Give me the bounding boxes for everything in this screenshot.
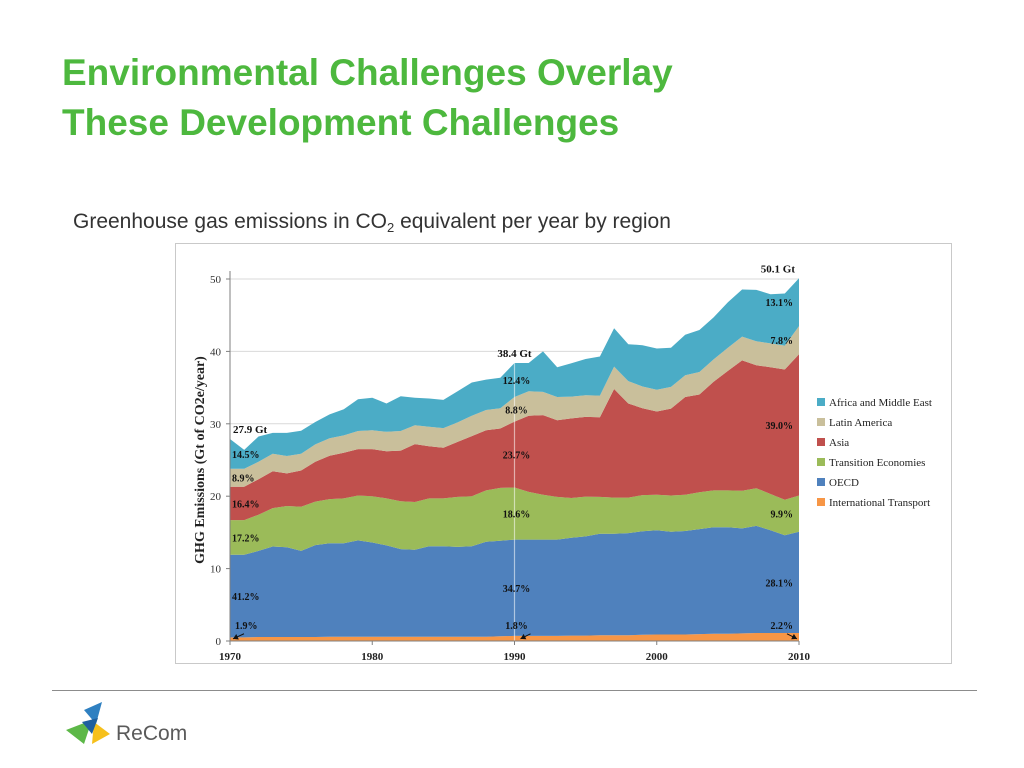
legend-label-international-transport: International Transport [829, 497, 930, 509]
legend-label-asia: Asia [829, 437, 849, 449]
transport-arrow-head-1970 [233, 634, 239, 640]
logo-text: ReCom [116, 722, 188, 745]
share-label-2010-asia: 39.0% [766, 421, 794, 432]
share-label-1990-international-transport: 1.8% [505, 621, 528, 632]
total-label-2010: 50.1 Gt [761, 263, 796, 275]
total-label-1990: 38.4 Gt [497, 348, 532, 360]
footer-divider [52, 690, 977, 691]
recom-logo-icon [66, 702, 110, 744]
share-label-1970-africa-and-middle-east: 14.5% [232, 450, 260, 461]
share-label-1990-transition-economies: 18.6% [503, 510, 531, 521]
x-tick-label-2000: 2000 [646, 651, 669, 663]
share-label-1990-africa-and-middle-east: 12.4% [503, 376, 531, 387]
legend: Africa and Middle East Latin America Asia T… [817, 397, 932, 509]
slide-title-line-1: Environmental Challenges Overlay [62, 52, 673, 93]
legend-label-transition-economies: Transition Economies [829, 457, 925, 469]
slide-title: Environmental Challenges Overlay These D… [62, 48, 673, 148]
transport-arrow-head-1990 [520, 633, 527, 640]
share-label-2010-international-transport: 2.2% [771, 621, 794, 632]
slide-title-line-2: These Development Challenges [62, 102, 620, 143]
share-label-1970-oecd: 41.2% [232, 592, 260, 603]
y-tick-label-0: 0 [216, 636, 222, 648]
y-axis-title: GHG Emissions (Gt of CO2e/year) [193, 356, 208, 564]
transport-arrow-head-2010 [791, 633, 797, 640]
share-label-2010-latin-america: 7.8% [771, 336, 794, 347]
share-label-1970-transition-economies: 17.2% [232, 533, 260, 544]
x-tick-label-1980: 1980 [361, 651, 384, 663]
legend-swatch-africa-and-middle-east [817, 398, 825, 406]
legend-swatch-transition-economies [817, 458, 825, 466]
y-tick-label-40: 40 [210, 346, 222, 358]
subtitle-text: Greenhouse gas emissions in CO [73, 210, 387, 233]
share-label-2010-transition-economies: 9.9% [771, 510, 794, 521]
y-tick-label-30: 30 [210, 419, 222, 431]
x-tick-label-2010: 2010 [788, 651, 811, 663]
chart-subtitle: Greenhouse gas emissions in CO2 equivale… [73, 210, 671, 235]
y-tick-label-10: 10 [210, 564, 222, 576]
legend-label-oecd: OECD [829, 477, 859, 489]
legend-swatch-oecd [817, 478, 825, 486]
legend-label-africa-and-middle-east: Africa and Middle East [829, 397, 932, 409]
legend-label-latin-america: Latin America [829, 417, 892, 429]
share-label-2010-oecd: 28.1% [766, 578, 794, 589]
subtitle-text-end: equivalent per year by region [394, 210, 671, 233]
chart-frame: 0 10 20 30 40 50 1970 1980 1990 2000 2010 GHG Emiss… [175, 243, 952, 664]
total-label-1970: 27.9 Gt [233, 424, 268, 436]
share-label-1990-latin-america: 8.8% [505, 405, 528, 416]
y-tick-label-20: 20 [210, 491, 222, 503]
x-tick-label-1990: 1990 [504, 651, 527, 663]
subtitle-subscript: 2 [387, 220, 395, 235]
legend-swatch-international-transport [817, 498, 825, 506]
y-tick-label-50: 50 [210, 274, 222, 286]
emissions-area-chart: 0 10 20 30 40 50 1970 1980 1990 2000 2010 GHG Emiss… [193, 263, 932, 663]
legend-swatch-latin-america [817, 418, 825, 426]
share-label-1970-asia: 16.4% [232, 499, 260, 510]
share-label-1970-international-transport: 1.9% [235, 621, 258, 632]
share-label-1970-latin-america: 8.9% [232, 474, 255, 485]
share-label-1990-oecd: 34.7% [503, 584, 531, 595]
share-label-2010-africa-and-middle-east: 13.1% [766, 298, 794, 309]
data-labels: 27.9 Gt 38.4 Gt 50.1 Gt 1.9% 41.2% 17.2% 16.4%… [232, 263, 798, 640]
legend-swatch-asia [817, 438, 825, 446]
axes: 0 10 20 30 40 50 1970 1980 1990 2000 2010 GHG Emiss… [193, 271, 811, 663]
x-tick-label-1970: 1970 [219, 651, 242, 663]
share-label-1990-asia: 23.7% [503, 451, 531, 462]
